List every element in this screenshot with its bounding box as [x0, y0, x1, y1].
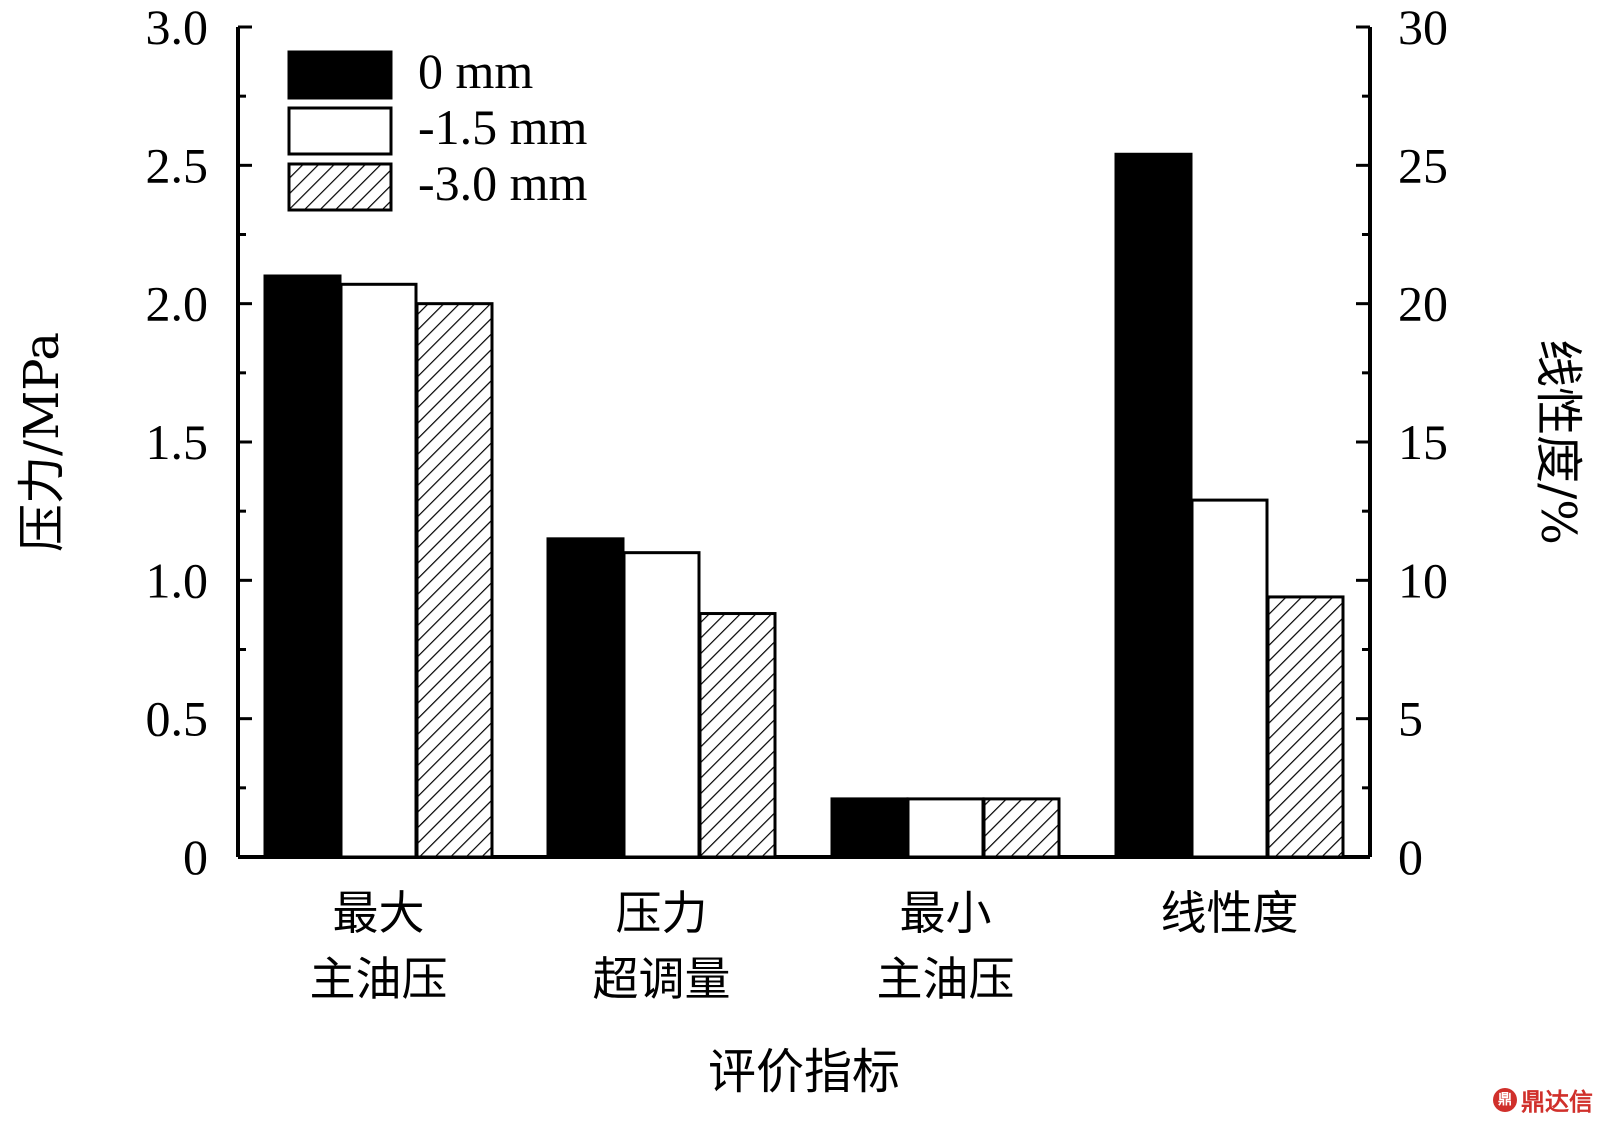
x-category-label: 主油压	[310, 952, 448, 1006]
watermark: 鼎 鼎达信	[1493, 1082, 1593, 1117]
legend-swatch	[287, 162, 393, 212]
bar	[906, 797, 985, 859]
left-tick-label: 0.5	[146, 691, 209, 747]
right-tick-label: 0	[1398, 829, 1423, 885]
legend-label: -1.5 mm	[418, 99, 588, 155]
left-tick-label: 1.0	[146, 552, 209, 608]
left-tick-label: 2.5	[146, 137, 209, 193]
right-tick-label: 30	[1398, 0, 1448, 55]
left-tick-label: 2.0	[146, 276, 209, 332]
left-axis-title: 压力/MPa	[14, 332, 70, 552]
right-tick-label: 10	[1398, 552, 1448, 608]
bar	[1266, 595, 1345, 859]
right-tick-label: 5	[1398, 691, 1423, 747]
legend-label: 0 mm	[418, 43, 533, 99]
legend-swatch	[287, 50, 393, 100]
x-category-label: 超调量	[593, 952, 731, 1006]
x-category-label: 最小	[900, 886, 992, 940]
left-tick-label: 0	[183, 829, 208, 885]
bar	[622, 551, 701, 859]
bar	[1114, 152, 1193, 859]
right-tick-label: 20	[1398, 276, 1448, 332]
x-category-label: 压力	[616, 886, 708, 940]
bar	[982, 797, 1061, 859]
right-tick-label: 25	[1398, 137, 1448, 193]
bar	[546, 537, 625, 859]
legend-swatch	[287, 106, 393, 156]
left-tick-label: 3.0	[146, 0, 209, 55]
watermark-logo-icon: 鼎	[1493, 1087, 1517, 1112]
bar	[830, 797, 909, 859]
bar	[263, 274, 342, 859]
watermark-text: 鼎达信	[1521, 1088, 1593, 1116]
x-axis-title: 评价指标	[708, 1044, 900, 1100]
left-tick-label: 1.5	[146, 414, 209, 470]
bar	[339, 282, 418, 859]
right-axis-title: 线性度/%	[1530, 339, 1586, 545]
x-category-label: 最大	[333, 886, 425, 940]
right-tick-label: 15	[1398, 414, 1448, 470]
bar	[415, 302, 494, 859]
x-category-label: 线性度	[1161, 886, 1299, 940]
bar	[698, 612, 777, 859]
legend-label: -3.0 mm	[418, 155, 588, 211]
bar	[1190, 498, 1269, 859]
x-category-label: 主油压	[877, 952, 1015, 1006]
